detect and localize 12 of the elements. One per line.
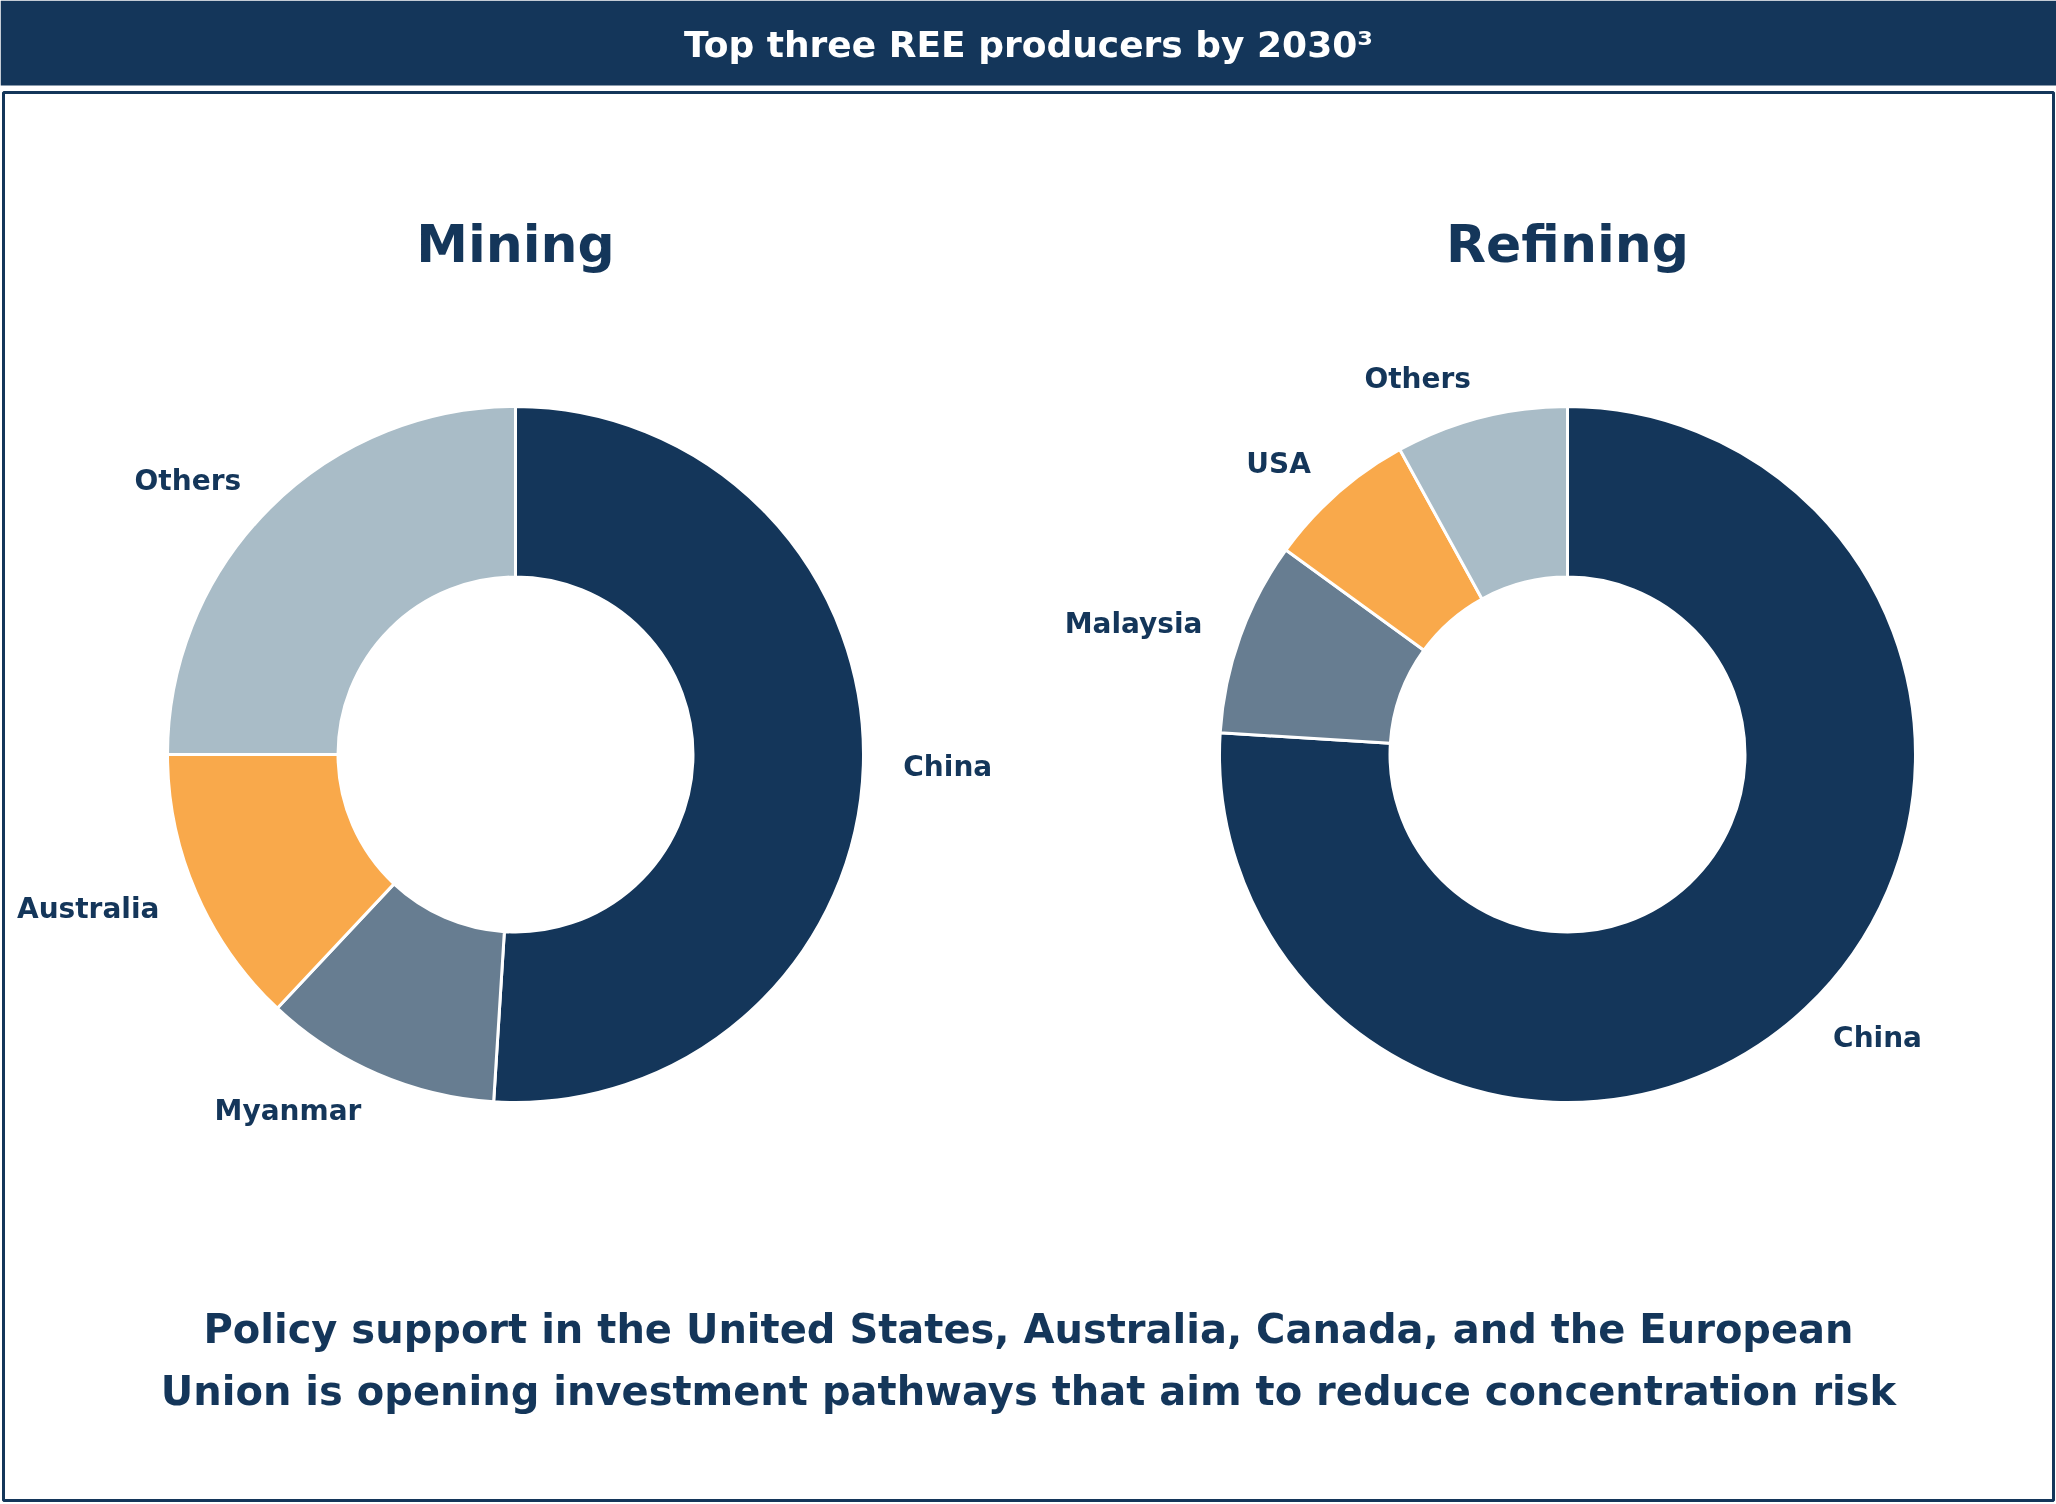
text: Top three REE producers by 2030³	[683, 24, 1374, 65]
slice-label: Malaysia	[1064, 606, 1203, 640]
chart-title: Mining	[416, 213, 615, 274]
slice-label: Others	[1364, 362, 1472, 396]
slice-label: Myanmar	[214, 1094, 362, 1128]
slice-label: China	[1833, 1020, 1923, 1054]
slice-label: USA	[1246, 446, 1312, 480]
text: Policy support in the United States, Australia, Canada, and the European Union is opening investment pathways that aim to reduce concentration risk	[160, 1305, 1898, 1414]
slice-label: China	[903, 750, 993, 784]
chart-title: Refining	[1446, 213, 1689, 274]
slice-label: Australia	[16, 892, 160, 926]
slice-label: Others	[134, 463, 242, 497]
